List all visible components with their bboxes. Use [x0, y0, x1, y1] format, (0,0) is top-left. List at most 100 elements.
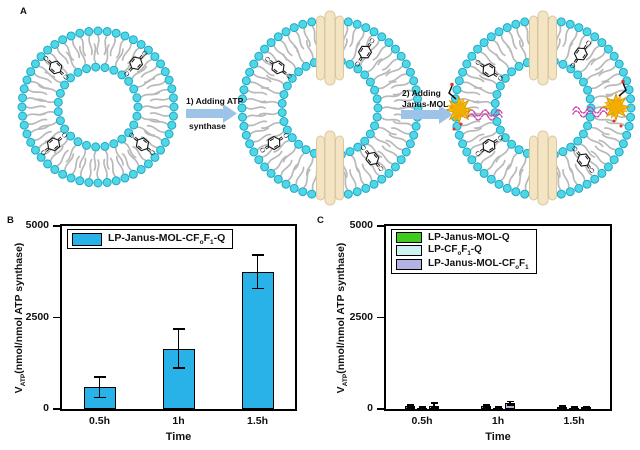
arrow1-label-line2: synthase: [189, 121, 226, 131]
quinone-molecule: OO: [568, 39, 593, 71]
error-bar-cap: [558, 406, 566, 408]
error-bar: [509, 400, 511, 406]
legend: LP-Janus-MOL-CFoF1-Q: [67, 229, 234, 250]
error-bar-cap: [482, 406, 490, 408]
quinone-molecule: OO: [353, 36, 377, 69]
legend-swatch: [72, 232, 102, 246]
lipid-bead-ring: [17, 26, 179, 188]
error-bar-cap: [582, 406, 590, 408]
bar-1.5h-s0: [241, 271, 274, 409]
svg-text:O: O: [496, 133, 505, 142]
error-bar-cap: [172, 328, 185, 330]
error-bar: [177, 328, 180, 369]
error-bar-cap: [251, 254, 264, 256]
atp-synthase-protein: [316, 10, 344, 86]
arrow1-label-line1: 1) Adding ATP: [186, 96, 244, 106]
legend-item: LP-Janus-MOL-CFoF1: [396, 258, 529, 271]
y-tick: [53, 225, 60, 227]
error-bar-cap: [494, 406, 502, 408]
svg-text:O: O: [474, 58, 483, 67]
quinone-molecule: OO: [41, 54, 70, 82]
svg-text:O: O: [568, 61, 577, 70]
arrow2-label-line2: Janus-MOL: [402, 99, 449, 109]
y-tick-label: 0: [367, 402, 373, 414]
atp-synthase-protein: [316, 130, 344, 206]
svg-text:O: O: [285, 72, 294, 81]
error-bar: [433, 402, 435, 408]
atp-synthase-protein: [529, 130, 557, 206]
error-bar: [485, 404, 487, 408]
error-bar-cap: [430, 406, 438, 408]
error-bar-cap: [406, 404, 414, 406]
legend-label: LP-Janus-MOL-CFoF1: [428, 258, 529, 271]
y-tick: [377, 225, 384, 227]
quinone-molecule: OO: [39, 130, 69, 157]
panel-label-c: C: [317, 215, 324, 226]
svg-text:O: O: [368, 36, 377, 45]
quinone-molecule: OO: [359, 143, 386, 173]
y-tick-label: 5000: [349, 219, 373, 231]
legend-swatch: [396, 232, 422, 243]
y-tick: [377, 316, 384, 319]
svg-text:O: O: [140, 49, 149, 58]
error-bar-cap: [506, 404, 514, 406]
svg-text:O: O: [474, 149, 483, 158]
svg-text:O: O: [127, 130, 136, 139]
error-bar: [98, 376, 101, 398]
legend-label: LP-Janus-MOL-Q: [428, 232, 510, 243]
error-bar-cap: [418, 406, 426, 408]
legend-item: LP-Janus-MOL-Q: [396, 232, 529, 243]
janus-mol-cluster: [572, 79, 631, 128]
error-bar: [256, 254, 259, 290]
y-tick-label: 2500: [349, 310, 373, 323]
svg-text:O: O: [584, 39, 593, 48]
x-tick-label: 1.5h: [246, 415, 268, 427]
svg-text:O: O: [376, 164, 385, 173]
quinone-molecule: OO: [474, 58, 506, 83]
legend-label: LP-CFoF1-Q: [428, 244, 482, 257]
svg-text:O: O: [282, 131, 291, 140]
error-bar-cap: [418, 406, 426, 409]
panel-c-chart: VATP(nmol/nmol ATP synthase) LP-Janus-MOL…: [320, 212, 640, 450]
x-tick-label: 1h: [172, 415, 185, 427]
bar-1.5h-s1: [569, 407, 579, 410]
svg-text:O: O: [359, 143, 368, 152]
error-bar-cap: [93, 376, 106, 378]
x-axis-label: Time: [485, 431, 511, 443]
svg-text:O: O: [41, 54, 50, 63]
legend-label: LP-Janus-MOL-CFoF1-Q: [108, 232, 226, 247]
plot-area: LP-Janus-MOL-Q LP-CFoF1-Q LP-Janus-MOL-CFo…: [384, 224, 612, 411]
svg-text:O: O: [39, 148, 48, 157]
x-tick-label: 1.5h: [563, 415, 585, 427]
x-axis-label: Time: [165, 431, 192, 443]
error-bar-cap: [93, 396, 106, 399]
legend-swatch: [396, 245, 422, 256]
x-tick-label: 0.5h: [411, 415, 433, 427]
quinone-molecule: OO: [474, 133, 506, 158]
x-tick-label: 0.5h: [88, 415, 110, 427]
svg-text:O: O: [122, 69, 131, 78]
error-bar-cap: [494, 406, 502, 409]
arrow2-label-line1: 2) Adding: [402, 88, 441, 98]
y-tick: [53, 408, 60, 410]
svg-text:O: O: [587, 166, 596, 175]
error-bar-cap: [172, 367, 185, 369]
quinone-molecule: OO: [127, 130, 157, 157]
error-bar-cap: [482, 404, 490, 406]
error-bar-cap: [406, 406, 414, 408]
quinone-molecule: OO: [122, 49, 149, 79]
y-tick: [377, 408, 384, 410]
quinone-molecule: OO: [263, 55, 294, 81]
atp-synthase-protein: [529, 10, 557, 86]
legend-item: LP-Janus-MOL-CFoF1-Q: [72, 232, 225, 246]
svg-text:O: O: [570, 144, 579, 153]
arrow-2: [401, 105, 453, 124]
error-bar: [409, 404, 411, 408]
bar-1.5h-s2: [581, 407, 591, 410]
y-tick-label: 2500: [25, 310, 49, 323]
svg-text:O: O: [258, 146, 267, 155]
y-tick-label: 5000: [25, 219, 49, 231]
